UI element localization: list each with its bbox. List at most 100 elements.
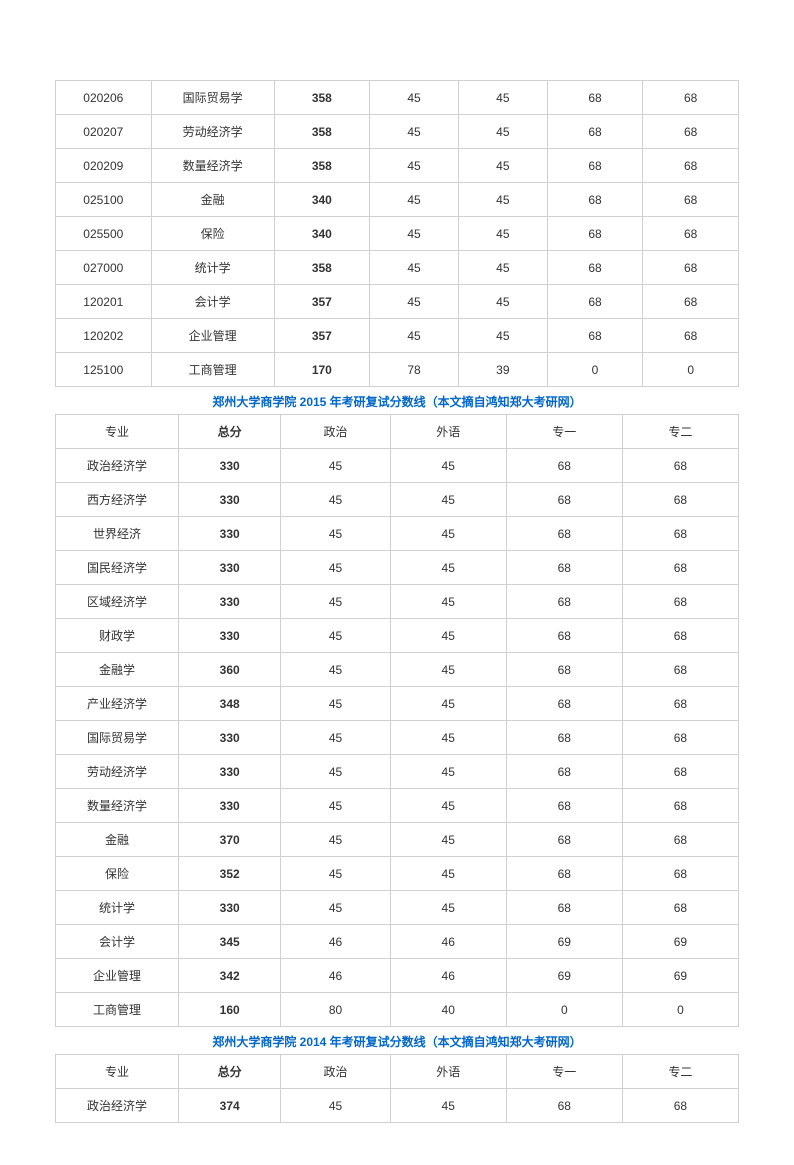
- table-cell: 68: [506, 653, 622, 687]
- table-cell: 68: [622, 483, 738, 517]
- table-cell: 68: [622, 857, 738, 891]
- table-cell: 劳动经济学: [151, 115, 274, 149]
- table-cell: 45: [390, 721, 506, 755]
- table-header-cell: 总分: [178, 1055, 280, 1089]
- table-cell: 370: [178, 823, 280, 857]
- table-cell: 45: [390, 823, 506, 857]
- table-cell: 68: [622, 687, 738, 721]
- table-row: 工商管理160804000: [56, 993, 739, 1027]
- table-row: 120202企业管理35745456868: [56, 319, 739, 353]
- table-cell: 68: [547, 81, 643, 115]
- table-cell: 125100: [56, 353, 152, 387]
- table-cell: 46: [281, 925, 390, 959]
- table-cell: 68: [622, 619, 738, 653]
- table-cell: 330: [178, 483, 280, 517]
- table-cell: 45: [390, 585, 506, 619]
- table-cell: 金融: [151, 183, 274, 217]
- table-cell: 69: [622, 925, 738, 959]
- table-cell: 政治经济学: [56, 449, 179, 483]
- score-table-2015: 专业总分政治外语专一专二 政治经济学33045456868西方经济学330454…: [55, 414, 739, 1027]
- table-cell: 160: [178, 993, 280, 1027]
- table-cell: 025100: [56, 183, 152, 217]
- table-cell: 46: [281, 959, 390, 993]
- table-row: 西方经济学33045456868: [56, 483, 739, 517]
- table-cell: 45: [458, 217, 547, 251]
- table-cell: 120202: [56, 319, 152, 353]
- table-cell: 45: [390, 857, 506, 891]
- table-cell: 45: [281, 823, 390, 857]
- table-row: 统计学33045456868: [56, 891, 739, 925]
- table-header-cell: 外语: [390, 415, 506, 449]
- table-cell: 68: [547, 251, 643, 285]
- table-row: 产业经济学34845456868: [56, 687, 739, 721]
- table-cell: 68: [506, 1089, 622, 1123]
- table-cell: 45: [370, 183, 459, 217]
- table-cell: 68: [506, 517, 622, 551]
- table-cell: 45: [281, 857, 390, 891]
- table-cell: 68: [622, 653, 738, 687]
- table-cell: 0: [506, 993, 622, 1027]
- table-cell: 46: [390, 959, 506, 993]
- table-cell: 120201: [56, 285, 152, 319]
- table-cell: 45: [458, 319, 547, 353]
- table-cell: 68: [506, 687, 622, 721]
- table-row: 劳动经济学33045456868: [56, 755, 739, 789]
- table-cell: 78: [370, 353, 459, 387]
- table-cell: 68: [622, 585, 738, 619]
- table-header-cell: 专业: [56, 1055, 179, 1089]
- table-cell: 68: [547, 149, 643, 183]
- table-row: 020206国际贸易学35845456868: [56, 81, 739, 115]
- table-cell: 0: [547, 353, 643, 387]
- table-cell: 45: [281, 517, 390, 551]
- table-cell: 68: [506, 483, 622, 517]
- table-cell: 46: [390, 925, 506, 959]
- table-cell: 68: [622, 755, 738, 789]
- table-cell: 劳动经济学: [56, 755, 179, 789]
- table-cell: 330: [178, 721, 280, 755]
- table-cell: 68: [547, 217, 643, 251]
- table-row: 金融学36045456868: [56, 653, 739, 687]
- table-cell: 45: [458, 183, 547, 217]
- table-cell: 45: [370, 81, 459, 115]
- table-cell: 374: [178, 1089, 280, 1123]
- table-cell: 025500: [56, 217, 152, 251]
- table-cell: 330: [178, 585, 280, 619]
- table-cell: 45: [281, 755, 390, 789]
- table-cell: 348: [178, 687, 280, 721]
- table-cell: 统计学: [56, 891, 179, 925]
- table-cell: 357: [274, 319, 370, 353]
- table-cell: 68: [643, 81, 739, 115]
- table-cell: 68: [622, 517, 738, 551]
- table-cell: 68: [622, 823, 738, 857]
- table-cell: 68: [622, 449, 738, 483]
- table-cell: 68: [643, 251, 739, 285]
- table-cell: 45: [370, 251, 459, 285]
- table-row: 金融37045456868: [56, 823, 739, 857]
- table-cell: 45: [390, 1089, 506, 1123]
- table-cell: 国际贸易学: [56, 721, 179, 755]
- table-cell: 45: [390, 517, 506, 551]
- section-title-2014: 郑州大学商学院 2014 年考研复试分数线（本文摘自鸿知郑大考研网）: [55, 1033, 739, 1050]
- table-cell: 358: [274, 115, 370, 149]
- table-cell: 68: [506, 789, 622, 823]
- table-cell: 45: [458, 285, 547, 319]
- table-cell: 68: [622, 1089, 738, 1123]
- table-cell: 330: [178, 551, 280, 585]
- table-cell: 68: [643, 217, 739, 251]
- table-header-cell: 专二: [622, 1055, 738, 1089]
- table-cell: 345: [178, 925, 280, 959]
- table-cell: 68: [506, 891, 622, 925]
- table-cell: 45: [281, 687, 390, 721]
- table-cell: 020206: [56, 81, 152, 115]
- table-cell: 330: [178, 619, 280, 653]
- table-row: 120201会计学35745456868: [56, 285, 739, 319]
- table-cell: 45: [281, 585, 390, 619]
- table-cell: 360: [178, 653, 280, 687]
- table-cell: 45: [281, 891, 390, 925]
- table-cell: 68: [643, 115, 739, 149]
- table-cell: 020209: [56, 149, 152, 183]
- table-cell: 45: [281, 551, 390, 585]
- table-cell: 产业经济学: [56, 687, 179, 721]
- table-cell: 68: [506, 619, 622, 653]
- table-row: 数量经济学33045456868: [56, 789, 739, 823]
